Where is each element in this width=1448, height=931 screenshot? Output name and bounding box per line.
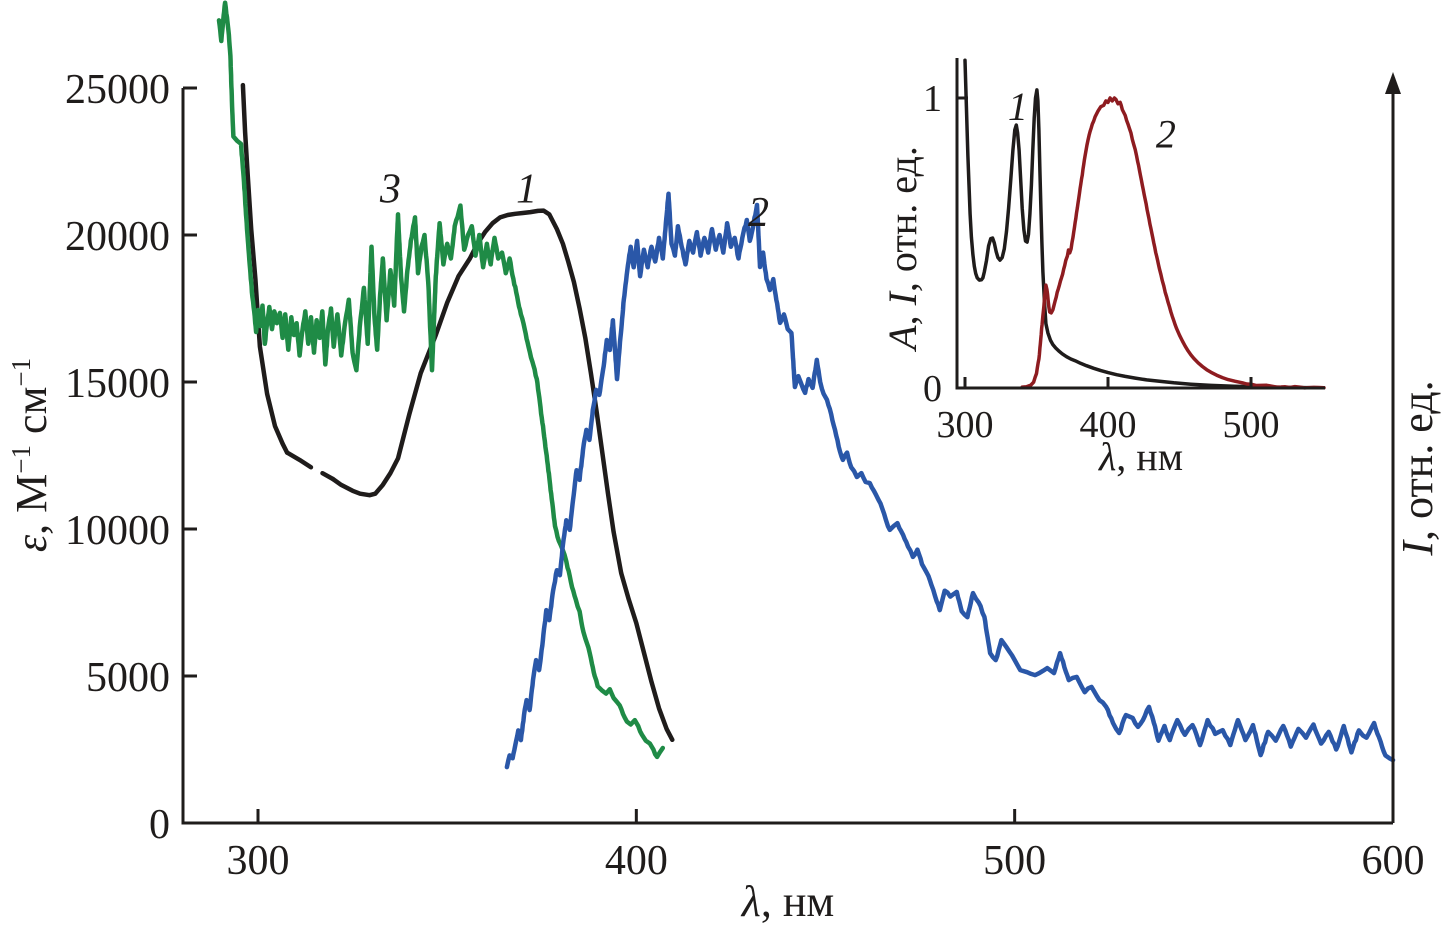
main-axis-lines xyxy=(181,88,1393,825)
inset-x-tick-label: 400 xyxy=(1080,404,1137,446)
curve-3 xyxy=(216,0,666,760)
inset-series xyxy=(963,58,1326,390)
main-x-tick-label: 600 xyxy=(1361,838,1424,884)
inset-axis-labels: λ, нм A, I, отн. ед. xyxy=(880,146,1183,479)
inset-curve-number-labels: 12 xyxy=(1008,84,1176,156)
curve-number-label-3: 3 xyxy=(379,167,401,213)
main-y-tick-label: 20000 xyxy=(65,214,170,260)
curve-number-label-2: 2 xyxy=(748,190,769,236)
inset-ticks xyxy=(957,96,1253,388)
main-y-tick-label: 25000 xyxy=(65,67,170,113)
main-series xyxy=(216,0,1396,770)
main-axes xyxy=(181,72,1401,825)
inset-axis-lines xyxy=(955,58,1325,390)
main-right-y-axis-label: I, отн. ед. xyxy=(1393,380,1442,556)
curve-1 xyxy=(963,58,1326,390)
main-x-tick-label: 400 xyxy=(605,838,668,884)
curve-number-label-1: 1 xyxy=(516,167,537,213)
main-y-tick-label: 0 xyxy=(149,802,170,848)
curve-2 xyxy=(1020,96,1326,390)
inset-x-tick-label: 300 xyxy=(937,404,994,446)
right-axis-arrowhead xyxy=(1385,72,1401,94)
inset-y-tick-label: 1 xyxy=(923,78,942,120)
main-left-y-axis-label: ε, М−1 см−1 xyxy=(6,358,56,552)
curve-2 xyxy=(504,191,1396,770)
inset-axes xyxy=(955,58,1325,390)
main-axis-labels: λ, нм ε, М−1 см−1 I, отн. ед. xyxy=(6,358,1442,926)
inset-y-axis-label: A, I, отн. ед. xyxy=(880,146,925,353)
inset-x-axis-label: λ, нм xyxy=(1098,434,1183,479)
inset-curve-number-label-1: 1 xyxy=(1008,84,1028,129)
main-ticks xyxy=(183,86,1017,823)
main-curve-number-labels: 3 1 2 xyxy=(379,167,769,237)
main-y-tick-label: 15000 xyxy=(65,361,170,407)
inset-y-tick-label: 0 xyxy=(923,368,942,410)
main-x-axis-label: λ, нм xyxy=(740,877,834,926)
main-y-tick-label: 10000 xyxy=(65,508,170,554)
main-x-tick-label: 300 xyxy=(227,838,290,884)
inset-x-tick-label: 500 xyxy=(1223,404,1280,446)
inset-curve-number-label-2: 2 xyxy=(1156,111,1176,156)
main-x-tick-label: 500 xyxy=(983,838,1046,884)
curve-1-dashed xyxy=(284,450,336,482)
inset-tick-labels: 300 400 500 0 1 xyxy=(923,78,1280,446)
curve-1 xyxy=(330,208,675,743)
main-y-tick-label: 5000 xyxy=(86,655,170,701)
